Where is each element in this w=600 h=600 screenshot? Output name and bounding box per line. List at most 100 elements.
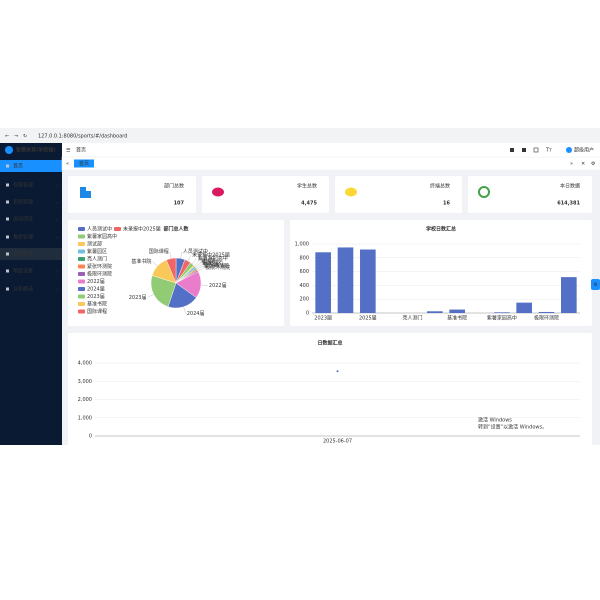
label-line	[192, 258, 197, 265]
menu-item[interactable]: 赛程管理	[13, 251, 33, 258]
legend-label[interactable]: 国际课程	[87, 308, 107, 315]
label-line	[194, 260, 200, 267]
menu-icon[interactable]	[6, 269, 9, 273]
y-tick-label: 800	[299, 255, 309, 261]
bar	[561, 277, 577, 313]
slice-label: 2022届	[209, 283, 227, 289]
user-name[interactable]: 超级用户	[574, 147, 594, 154]
legend-label[interactable]: 基准书院	[87, 301, 107, 308]
legend-label[interactable]: 紫薯家园高中	[87, 233, 117, 240]
forward-button[interactable]: →	[14, 134, 18, 140]
browser-bar	[0, 128, 600, 143]
menu-icon[interactable]	[6, 200, 9, 204]
stat-value: 107	[174, 201, 185, 207]
legend-swatch[interactable]	[78, 294, 85, 299]
legend-label[interactable]: 紧张环测院	[87, 263, 112, 270]
header-icon[interactable]	[533, 147, 539, 153]
menu-arrow[interactable]: ⌄	[55, 200, 59, 206]
menu-arrow[interactable]: ⌄	[55, 183, 59, 189]
menu-arrow[interactable]: ⌄	[55, 235, 59, 241]
legend-swatch[interactable]	[78, 242, 85, 246]
bar	[315, 252, 331, 313]
legend-label[interactable]: 极限环测院	[87, 271, 112, 278]
legend-swatch[interactable]	[78, 257, 85, 261]
avatar[interactable]	[566, 147, 572, 153]
header-icon[interactable]	[522, 148, 526, 152]
menu-item[interactable]: 明星设置	[13, 268, 33, 275]
menu-arrow[interactable]: ⌄	[55, 269, 59, 275]
url[interactable]: 127.0.0.1:8080/sports/#/dashboard	[38, 134, 127, 140]
back-button[interactable]: ←	[5, 134, 9, 140]
slice-label: 紫薯园区	[202, 259, 222, 266]
stat-card	[68, 176, 196, 213]
legend-swatch[interactable]	[78, 264, 85, 269]
menu-icon[interactable]	[6, 217, 9, 221]
x-tick-label: 2025-06-07	[323, 439, 352, 445]
x-tick-label: 2023届	[314, 316, 332, 322]
tab-scroll-right[interactable]: »	[570, 161, 573, 167]
legend-swatch[interactable]	[78, 279, 85, 284]
menu-arrow[interactable]: ⌄	[55, 217, 59, 223]
x-tick-label: 亮人测门	[402, 315, 422, 322]
header-icon[interactable]: Tт	[545, 148, 552, 154]
legend-label[interactable]: 亮人测门	[87, 256, 107, 263]
menu-arrow[interactable]: ⌄	[55, 252, 59, 258]
menu-icon[interactable]	[6, 287, 9, 291]
header	[62, 143, 600, 157]
label-line	[197, 267, 205, 272]
slice-label: 测试部	[200, 258, 215, 265]
y-tick-label: 400	[299, 283, 309, 289]
breadcrumb: 首页	[76, 147, 86, 154]
tab-label[interactable]: 首页	[79, 160, 89, 167]
tab[interactable]	[74, 159, 94, 168]
menu-arrow[interactable]: ⌄	[55, 287, 59, 293]
legend-swatch[interactable]	[114, 227, 121, 231]
menu-icon[interactable]	[6, 164, 9, 168]
stat-value: 16	[443, 201, 450, 207]
y-tick-label: 1,000	[78, 415, 92, 421]
reload-button[interactable]: ↻	[23, 134, 27, 140]
menu-item[interactable]: 首页	[13, 163, 23, 170]
slice-label: 2024届	[187, 311, 205, 317]
legend-label[interactable]: 紫薯园区	[87, 248, 107, 255]
stat-value: 4,475	[301, 201, 317, 207]
legend-label[interactable]: 人员测试中	[87, 226, 112, 233]
line-card	[68, 333, 592, 445]
menu-icon[interactable]	[6, 183, 9, 187]
menu-item[interactable]: 运动项目	[13, 216, 33, 223]
menu-item[interactable]: 系统管理	[13, 199, 33, 206]
legend-swatch[interactable]	[78, 227, 85, 231]
menu-toggle[interactable]: ☰	[66, 148, 71, 154]
legend-label[interactable]: 2024届	[87, 287, 105, 293]
legend-swatch[interactable]	[78, 249, 85, 254]
tab-scroll-left[interactable]: «	[66, 161, 69, 167]
settings-icon[interactable]: ⚙	[593, 282, 598, 288]
bar	[538, 311, 555, 313]
menu-item[interactable]: 权限管理	[13, 182, 33, 189]
legend-swatch[interactable]	[78, 302, 85, 306]
menu-item[interactable]: 角色管理	[13, 234, 33, 241]
settings-button[interactable]	[591, 279, 600, 290]
menu-icon[interactable]	[6, 252, 9, 256]
legend-swatch[interactable]	[78, 309, 85, 314]
label-line	[147, 294, 154, 298]
tab-close[interactable]: ✕	[581, 161, 585, 167]
menu-hover	[0, 248, 62, 260]
legend-swatch[interactable]	[78, 234, 85, 239]
slice-label: 未录报中2025届	[192, 251, 230, 258]
legend-label[interactable]: 2023届	[87, 294, 105, 300]
stat-label: 部门总数	[164, 183, 184, 190]
menu-icon[interactable]	[6, 235, 9, 239]
tab-settings[interactable]: ⚙	[591, 161, 596, 167]
label-line	[180, 251, 182, 259]
x-tick-label: 2025届	[359, 316, 377, 322]
legend-label[interactable]: 测试部	[87, 241, 102, 248]
header-icon[interactable]	[510, 148, 514, 152]
legend-swatch[interactable]	[78, 287, 85, 291]
legend-swatch[interactable]	[78, 272, 85, 276]
menu-active	[0, 160, 62, 172]
legend-label[interactable]: 未录报中2025届	[123, 226, 161, 233]
legend-label[interactable]: 2022届	[87, 279, 105, 285]
menu-item[interactable]: 业务精选	[13, 286, 33, 293]
